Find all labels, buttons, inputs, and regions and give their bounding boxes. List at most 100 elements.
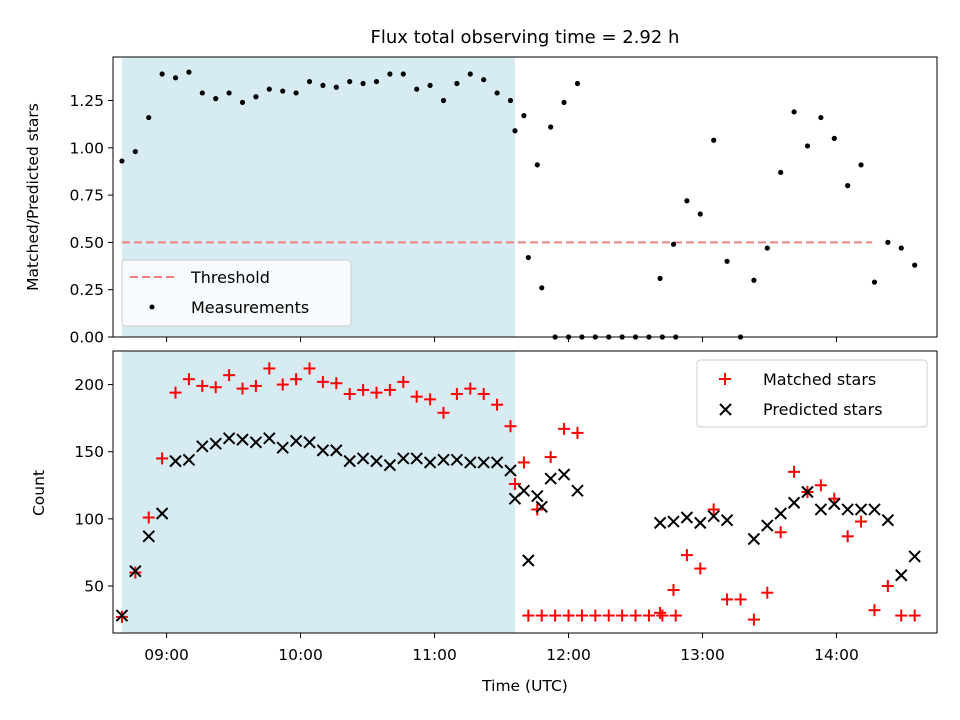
matched-stars-point (276, 378, 289, 391)
predicted-stars-point (747, 532, 761, 546)
measurement-point (818, 114, 824, 121)
predicted-stars-point (155, 507, 169, 520)
predicted-stars-point (508, 492, 522, 505)
measurement-point (778, 169, 784, 176)
bottom-legend: Matched stars Predicted stars (696, 359, 928, 428)
measurement-point (724, 258, 730, 264)
predicted-stars-point (504, 464, 517, 477)
predicted-stars-point (490, 456, 504, 469)
y-tick-label: 0.75 (69, 187, 104, 205)
predicted-stars-point (276, 441, 289, 454)
measurement-point (670, 241, 677, 247)
y-tick-label: 150 (74, 443, 104, 461)
matched-stars-point (629, 609, 642, 622)
measurement-point (831, 135, 837, 141)
measurement-point (199, 90, 205, 96)
measurement-point (213, 96, 219, 102)
matched-stars-point (303, 362, 316, 375)
measurement-point (512, 128, 518, 134)
y-tick-label: 0.00 (69, 329, 104, 347)
predicted-stars-point (303, 436, 316, 449)
matched-stars-point (855, 515, 868, 528)
measurement-point (764, 245, 770, 251)
matched-stars-point (316, 375, 329, 388)
y-tick-label: 50 (84, 578, 104, 596)
measurement-point (494, 90, 500, 96)
top-measurement-points (119, 69, 918, 340)
predicted-stars-point (828, 497, 841, 511)
measurement-point (172, 75, 179, 81)
matched-stars-point (774, 526, 787, 539)
predicted-stars-point (571, 484, 584, 497)
y-tick-label: 1.00 (69, 139, 104, 157)
predicted-stars-point (895, 569, 908, 582)
predicted-stars-point (477, 456, 490, 469)
matched-stars-point (788, 465, 801, 478)
y-tick-label: 1.25 (69, 92, 104, 110)
matched-stars-point (290, 373, 303, 386)
measurement-point (347, 78, 353, 85)
predicted-stars-point (801, 485, 814, 499)
x-tick-label: 14:00 (814, 646, 859, 664)
predicted-stars-point (289, 434, 303, 448)
measurement-point (186, 69, 192, 75)
top-y-axis-ticks: 0.00 0.25 0.50 0.75 1.00 1.25 (69, 92, 113, 347)
measurement-point (467, 71, 473, 77)
measurement-point (711, 137, 717, 143)
matched-stars-point (522, 609, 535, 622)
measurement-point (253, 94, 259, 100)
measurement-point (845, 183, 851, 189)
measurement-point (684, 198, 690, 204)
measurement-point (548, 124, 554, 130)
predicted-stars-point (142, 530, 155, 543)
matched-stars-point (437, 406, 450, 419)
predicted-stars-point (544, 472, 557, 485)
matched-stars-point (169, 386, 182, 399)
matched-stars-point (544, 451, 557, 464)
matched-stars-point (196, 379, 209, 392)
predicted-stars-point (383, 458, 397, 472)
legend-matched-swatch (719, 373, 731, 385)
predicted-stars-point (437, 453, 450, 466)
matched-stars-point (424, 393, 437, 406)
measurement-point (657, 275, 663, 281)
predicted-stars-point (881, 513, 895, 527)
top-axes-frame (112, 56, 938, 338)
matched-stars-point (814, 479, 827, 492)
matched-stars-point (694, 562, 707, 575)
measurement-point (525, 254, 531, 261)
measurement-point (507, 97, 514, 104)
measurement-point (280, 88, 286, 94)
matched-stars-point (508, 477, 521, 490)
matched-stars-point (156, 452, 169, 465)
measurement-point (132, 148, 138, 155)
predicted-stars-point (814, 503, 828, 516)
predicted-stars-point (667, 515, 680, 528)
matched-stars-point (616, 609, 629, 622)
matched-stars-point (142, 511, 155, 524)
measurement-point (858, 162, 864, 168)
matched-stars-point (223, 369, 236, 382)
matched-stars-point (908, 609, 921, 622)
measurement-point (119, 158, 125, 164)
predicted-stars-point (209, 437, 222, 450)
bottom-legend-box (696, 359, 928, 428)
bottom-y-axis-label: Count (30, 470, 48, 516)
measurement-point (320, 82, 326, 88)
chart-title: Flux total observing time = 2.92 h (371, 27, 680, 48)
bottom-x-axis-ticks: 09:00 10:00 11:00 12:00 13:00 14:00 (144, 633, 859, 664)
measurement-point (387, 71, 393, 77)
bottom-observing-window-shade (121, 351, 515, 633)
matched-stars-point (895, 609, 908, 622)
measurement-point (885, 239, 891, 246)
predicted-stars-point (410, 452, 423, 465)
matched-stars-point (881, 580, 894, 592)
matched-stars-point (680, 549, 693, 562)
predicted-stars-point (356, 452, 370, 465)
matched-stars-point (236, 382, 249, 395)
matched-stars-point (667, 584, 680, 597)
top-legend: Threshold Measurements (121, 259, 352, 327)
predicted-stars-point (370, 454, 383, 468)
measurement-point (146, 114, 152, 121)
predicted-stars-point (854, 503, 868, 516)
